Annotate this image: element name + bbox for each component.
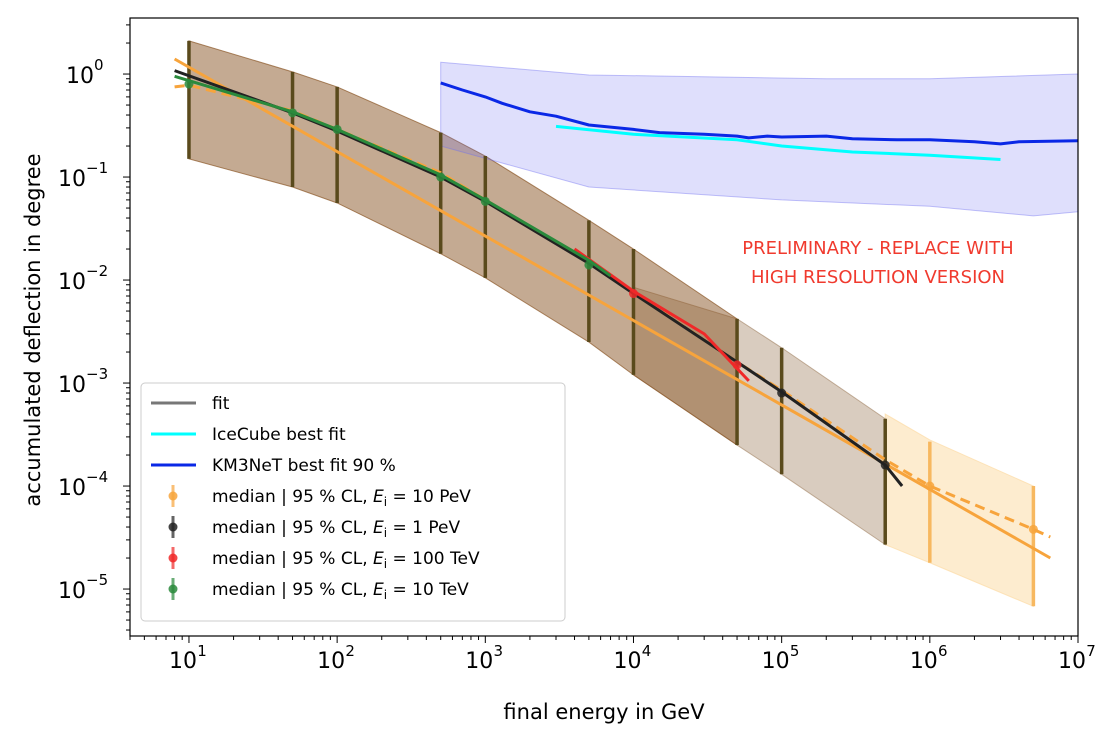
marker-e-i-10-pev-0 [925,481,935,491]
icecube-best-fit [555,124,1001,161]
y-axis-label: accumulated deflection in degree [21,153,45,506]
x-tick-label: 10 [465,649,493,674]
y-tick-label: 10 [66,64,94,89]
legend-label-4: median | 95 % CL, Ei = 1 PeV [212,518,460,540]
fit-10pev-solid [173,57,1052,560]
axes: 10 1 10 2 10 3 10 4 10 5 10 6 10 710 010 −110 −210 −310 −4… [58,17,1096,674]
legend-label-2: KM3NeT best fit 90 % [212,456,396,476]
y-tick-exponent: 0 [94,56,104,74]
y-tick-label: 10 [58,167,86,192]
y-tick-exponent: −5 [86,571,108,589]
legend-marker-3 [168,491,178,501]
marker-e-i-100-tev-1 [732,360,742,370]
marker-e-i-10-pev-1 [1028,524,1038,534]
legend-marker-4 [168,522,178,532]
marker-e-i-100-tev-0 [628,289,638,299]
x-tick-exponent: 4 [642,642,652,660]
x-tick-label: 10 [613,649,641,674]
legend-label-3: median | 95 % CL, Ei = 10 PeV [212,487,471,509]
legend-label-1: IceCube best fit [212,425,346,445]
x-tick-exponent: 5 [790,642,800,660]
annotation-line-2: HIGH RESOLUTION VERSION [751,267,1005,288]
legend-marker-6 [168,584,178,594]
x-tick-exponent: 1 [197,642,207,660]
x-tick-label: 10 [910,649,938,674]
band-10pev [884,413,1034,608]
legend-box [140,382,566,622]
marker-e-i-10-tev-4 [480,196,490,206]
y-tick-exponent: −4 [86,468,108,486]
x-tick-exponent: 6 [938,642,948,660]
legend-marker-5 [168,553,178,563]
marker-e-i-1-pev-0 [777,388,787,398]
marker-e-i-10-tev-1 [288,108,298,118]
x-tick-label: 10 [169,649,197,674]
y-tick-label: 10 [58,270,86,295]
y-tick-label: 10 [58,373,86,398]
x-tick-exponent: 2 [345,642,355,660]
plot-area [173,40,1078,608]
y-tick-label: 10 [58,476,86,501]
legend: fit IceCube best fit KM3NeT best fit 90 % m… [140,382,566,622]
y-tick-exponent: −3 [86,365,108,383]
legend-label-5: median | 95 % CL, Ei = 100 TeV [212,549,480,571]
x-axis-label: final energy in GeV [503,700,705,724]
y-tick-exponent: −2 [86,262,108,280]
x-tick-exponent: 7 [1086,642,1096,660]
x-tick-exponent: 3 [494,642,504,660]
axes-frame [129,17,1079,637]
marker-e-i-10-tev-5 [584,260,594,270]
marker-e-i-10-tev-3 [436,172,446,182]
legend-label-0: fit [212,394,230,414]
y-tick-exponent: −1 [86,159,108,177]
x-tick-label: 10 [762,649,790,674]
band-km3net [440,61,1078,217]
marker-e-i-10-tev-0 [184,79,194,89]
km3net-best-fit [440,81,1078,146]
annotation-line-1: PRELIMINARY - REPLACE WITH [742,238,1013,259]
y-tick-label: 10 [58,579,86,604]
x-tick-label: 10 [317,649,345,674]
x-tick-label: 10 [1058,649,1086,674]
marker-e-i-1-pev-1 [880,460,890,470]
legend-label-6: median | 95 % CL, Ei = 10 TeV [212,580,469,602]
marker-e-i-10-tev-2 [332,124,342,134]
